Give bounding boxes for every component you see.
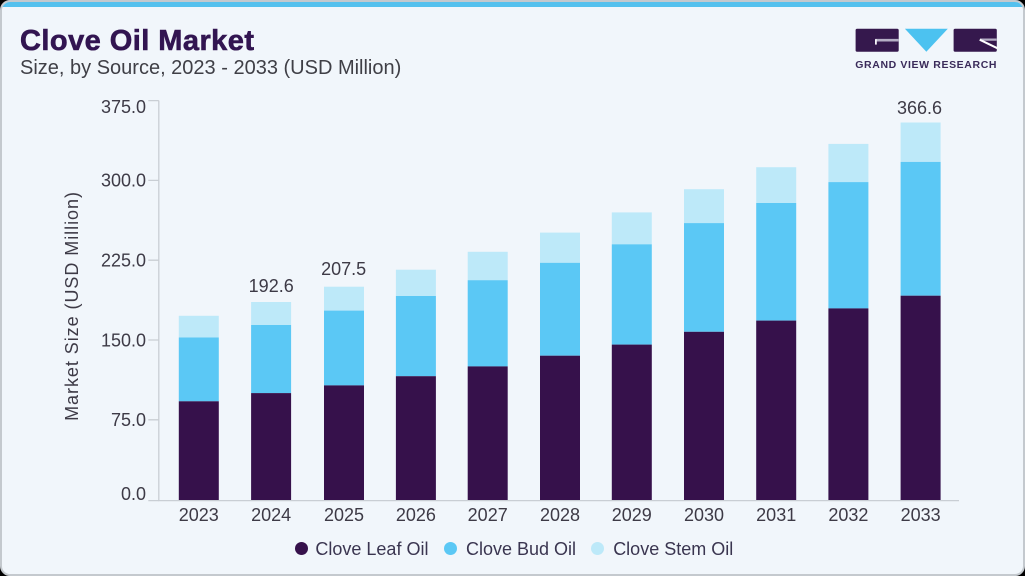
svg-text:2025: 2025 bbox=[324, 505, 364, 525]
svg-text:2031: 2031 bbox=[756, 505, 796, 525]
svg-text:0.0: 0.0 bbox=[121, 484, 146, 504]
svg-text:2026: 2026 bbox=[396, 505, 436, 525]
svg-text:375.0: 375.0 bbox=[101, 97, 146, 117]
svg-text:300.0: 300.0 bbox=[101, 171, 146, 191]
svg-text:2028: 2028 bbox=[540, 505, 580, 525]
svg-text:150.0: 150.0 bbox=[101, 330, 146, 350]
svg-text:366.6: 366.6 bbox=[897, 98, 942, 118]
svg-text:192.6: 192.6 bbox=[249, 276, 294, 296]
svg-text:75.0: 75.0 bbox=[111, 410, 146, 430]
svg-text:2032: 2032 bbox=[828, 505, 868, 525]
svg-text:2024: 2024 bbox=[251, 505, 291, 525]
svg-text:2027: 2027 bbox=[468, 505, 508, 525]
svg-text:2029: 2029 bbox=[612, 505, 652, 525]
svg-text:2030: 2030 bbox=[684, 505, 724, 525]
svg-text:Market Size (USD Million): Market Size (USD Million) bbox=[62, 191, 82, 421]
svg-text:2023: 2023 bbox=[179, 505, 219, 525]
svg-text:225.0: 225.0 bbox=[101, 251, 146, 271]
svg-text:207.5: 207.5 bbox=[321, 259, 366, 279]
svg-text:2033: 2033 bbox=[901, 505, 941, 525]
svg-text:GRAND VIEW RESEARCH: GRAND VIEW RESEARCH bbox=[855, 59, 997, 71]
